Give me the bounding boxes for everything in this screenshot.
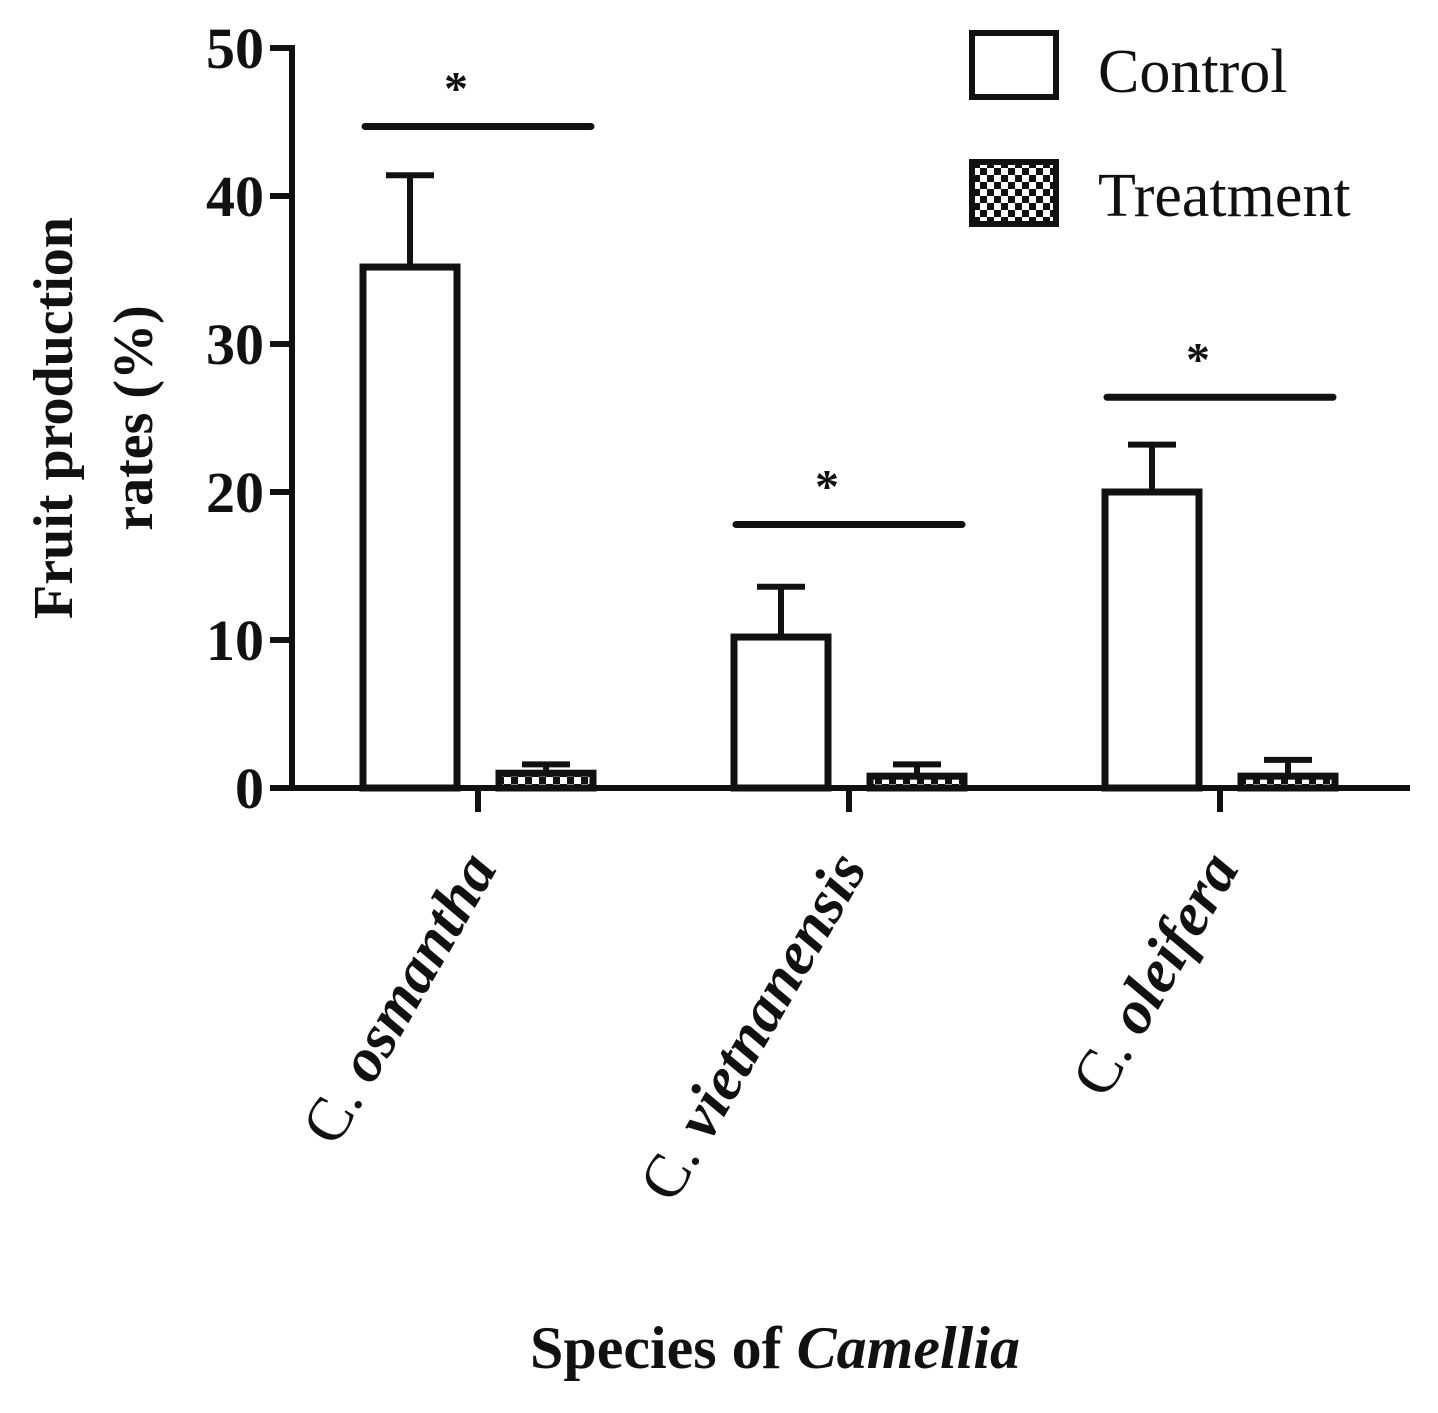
y-axis-title-line2: rates (%) (103, 305, 165, 530)
y-tick-label: 10 (206, 608, 264, 673)
bars (359, 172, 1339, 792)
x-axis-title: Species of Camellia (530, 1315, 1020, 1381)
legend-label-treatment: Treatment (1098, 162, 1351, 230)
y-axis-title-line1: Fruit production (23, 217, 85, 619)
category-label: C. vietnanensis (627, 841, 881, 1212)
legend-swatch-treatment (969, 159, 1059, 227)
category-label-species: vietnanensis (663, 841, 880, 1149)
treatment-bar (495, 769, 597, 792)
axes: 0 10 20 30 40 50 (206, 16, 1410, 821)
y-tick-label: 50 (206, 16, 264, 81)
category-label-species: oleifera (1095, 841, 1252, 1045)
significance-markers: * * * (361, 62, 1337, 529)
legend: Control Treatment (969, 30, 1351, 230)
y-tick-label: 40 (206, 164, 264, 229)
category-labels: C. osmantha C. vietnanensis C. oleifera (289, 841, 1252, 1212)
category-label: C. oleifera (1059, 841, 1252, 1108)
control-bar (730, 633, 832, 792)
x-axis-title-prefix: Species of (530, 1315, 797, 1381)
significance-star: * (815, 461, 839, 514)
x-axis-title-emphasis: Camellia (797, 1315, 1020, 1381)
y-tick-label: 20 (206, 460, 264, 525)
control-bar (359, 263, 461, 792)
legend-swatch-control (969, 30, 1059, 100)
y-tick-label: 30 (206, 312, 264, 377)
category-label: C. osmantha (289, 841, 510, 1156)
significance-star: * (444, 62, 468, 115)
significance-star: * (1186, 333, 1210, 386)
treatment-bar (866, 772, 968, 792)
treatment-bar (1237, 772, 1339, 792)
legend-label-control: Control (1098, 38, 1287, 106)
y-axis-title: Fruit production rates (%) (23, 217, 165, 619)
control-bar (1101, 488, 1203, 792)
category-label-species: osmantha (325, 841, 510, 1093)
y-tick-label: 0 (235, 756, 264, 821)
